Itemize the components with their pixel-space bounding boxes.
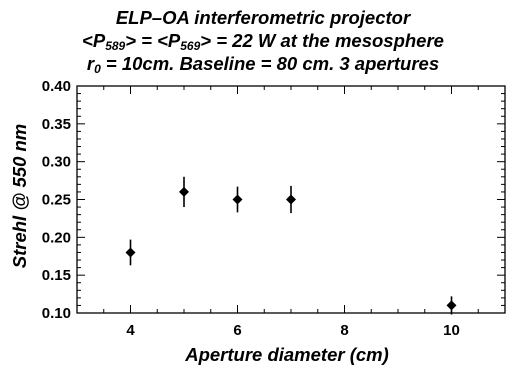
y-tick-label: 0.25 xyxy=(42,192,71,209)
x-tick-label: 6 xyxy=(233,322,241,339)
x-tick-label: 4 xyxy=(126,322,135,339)
data-point xyxy=(179,186,189,197)
data-point xyxy=(286,194,296,205)
y-tick-label: 0.40 xyxy=(42,78,71,95)
x-axis-title: Aperture diameter (cm) xyxy=(184,344,389,365)
data-point xyxy=(125,247,136,258)
data-point xyxy=(232,194,243,205)
y-tick-label: 0.35 xyxy=(42,116,71,133)
y-tick-label: 0.20 xyxy=(42,229,71,246)
x-tick-label: 10 xyxy=(443,322,460,339)
x-tick-label: 8 xyxy=(340,322,348,339)
y-tick-label: 0.15 xyxy=(42,267,71,284)
y-tick-label: 0.10 xyxy=(42,305,71,322)
data-point xyxy=(446,300,457,311)
y-tick-label: 0.30 xyxy=(42,154,71,171)
chart-title-line-2: <P589> = <P569> = 22 W at the mesosphere xyxy=(82,30,444,53)
y-axis-title: Strehl @ 550 nm xyxy=(9,124,30,269)
chart-title-line-1: ELP–OA interferometric projector xyxy=(115,7,411,28)
chart-title-line-3: r0 = 10cm. Baseline = 80 cm. 3 apertures xyxy=(86,53,440,76)
